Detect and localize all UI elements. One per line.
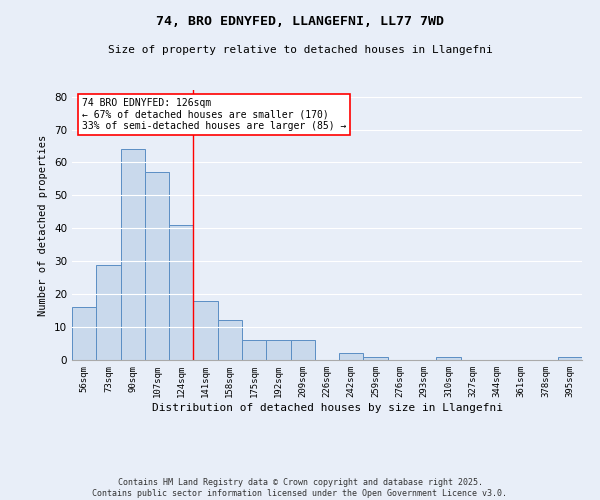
Bar [364,356,388,360]
Bar [242,340,266,360]
Text: Size of property relative to detached houses in Llangefni: Size of property relative to detached ho… [107,45,493,55]
Bar [169,225,193,360]
Bar [290,340,315,360]
Bar [96,264,121,360]
Bar [339,354,364,360]
Text: 74, BRO EDNYFED, LLANGEFNI, LL77 7WD: 74, BRO EDNYFED, LLANGEFNI, LL77 7WD [156,15,444,28]
Bar [72,308,96,360]
Bar [436,356,461,360]
Bar [121,150,145,360]
Y-axis label: Number of detached properties: Number of detached properties [38,134,49,316]
Bar [266,340,290,360]
Bar [145,172,169,360]
X-axis label: Distribution of detached houses by size in Llangefni: Distribution of detached houses by size … [151,402,503,412]
Bar [558,356,582,360]
Bar [218,320,242,360]
Bar [193,300,218,360]
Text: 74 BRO EDNYFED: 126sqm
← 67% of detached houses are smaller (170)
33% of semi-de: 74 BRO EDNYFED: 126sqm ← 67% of detached… [82,98,347,132]
Text: Contains HM Land Registry data © Crown copyright and database right 2025.
Contai: Contains HM Land Registry data © Crown c… [92,478,508,498]
